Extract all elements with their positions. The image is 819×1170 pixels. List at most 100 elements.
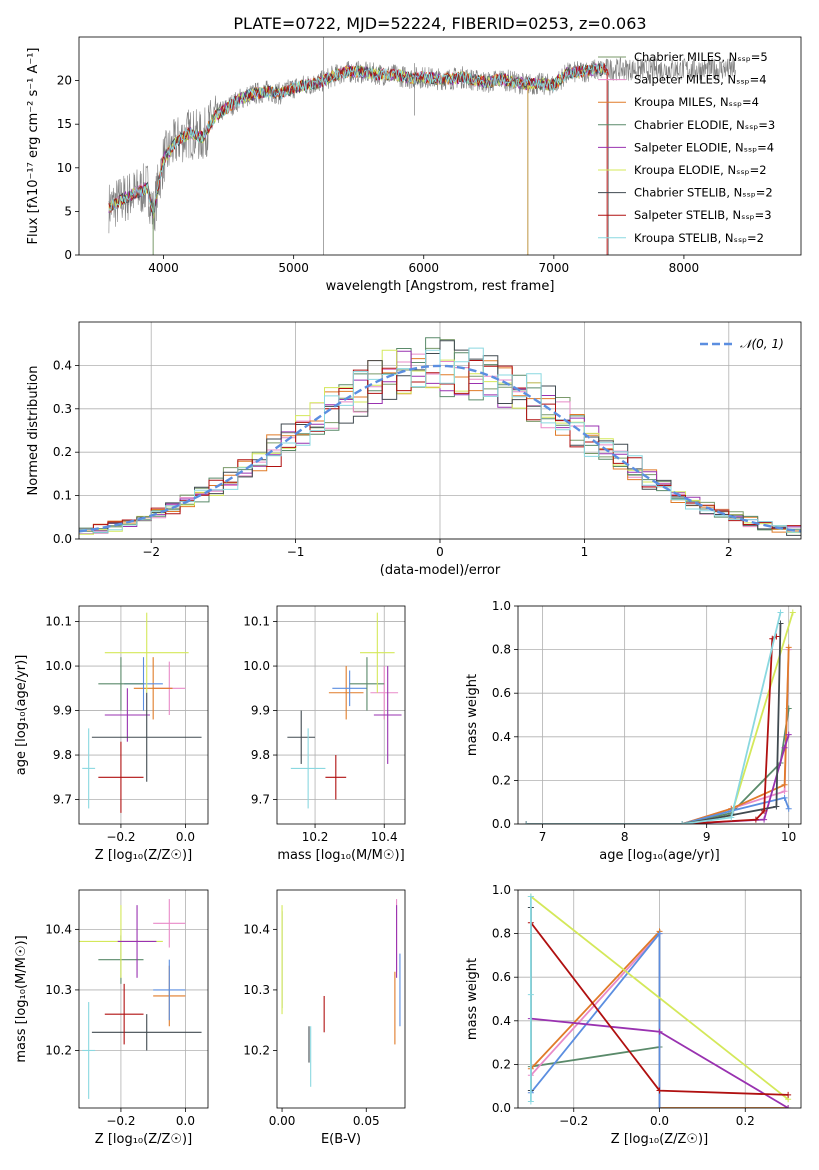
spectrum-panel: 4000 5000 6000 7000 8000 0 5 10 15 20 wavelength [… [26, 36, 802, 294]
weight-line [526, 734, 790, 824]
weight-marker [789, 609, 796, 616]
weight-marker [785, 1105, 792, 1108]
x-axis-label: wavelength [Angstrom, rest frame] [326, 279, 555, 294]
legend-label: Chabrier ELODIE, Nₛₛₚ=3 [634, 118, 775, 132]
y-tick-label: 0.2 [492, 773, 511, 787]
legend-label: Kroupa STELIB, Nₛₛₚ=2 [634, 231, 764, 245]
y-axis-label: mass weight [465, 674, 480, 756]
weight-line [526, 635, 777, 824]
x-tick-label: 0.0 [650, 1114, 669, 1128]
x-tick-label: 8000 [669, 261, 700, 275]
weight-marker [781, 781, 788, 788]
y-tick-label: 0 [64, 248, 72, 262]
y-tick-label: 10.3 [243, 983, 270, 997]
gaussian-curve [79, 364, 801, 533]
x-tick-label: 0.0 [176, 1114, 195, 1128]
legend-label: Salpeter STELIB, Nₛₛₚ=3 [634, 208, 772, 222]
weight-line [530, 932, 661, 1076]
weight-marker [785, 644, 792, 651]
x-tick-label: −0.2 [106, 830, 135, 844]
x-tick-label: −0.2 [559, 1114, 588, 1128]
weight-vs-Z-marks [527, 893, 792, 1108]
age-vs-Z-panel: −0.2 0.0 9.7 9.8 9.9 10.0 10.1 Z [log₁₀(Z/Z☉)] a… [14, 605, 209, 863]
weight-marker [728, 814, 735, 821]
axes-frame [276, 605, 406, 825]
y-tick-label: 1.0 [492, 883, 511, 897]
y-tick-label: 10.0 [45, 659, 72, 673]
y-tick-label: 0.4 [492, 1014, 511, 1028]
legend-label: Kroupa ELODIE, Nₛₛₚ=2 [634, 163, 767, 177]
weight-marker [656, 1087, 663, 1094]
y-tick-label: 0.0 [492, 817, 511, 831]
x-tick-label: 8 [621, 830, 629, 844]
weight-vs-age-marks [523, 609, 796, 824]
y-axis-label: mass weight [465, 958, 480, 1040]
x-axis-label: Z [log₁₀(Z/Z☉)] [95, 848, 192, 863]
x-tick-label: 4000 [148, 261, 179, 275]
weight-line [526, 623, 782, 824]
y-tick-label: 9.9 [53, 704, 72, 718]
weight-marker [679, 821, 686, 824]
y-tick-label: 0.0 [53, 532, 72, 546]
weight-marker [527, 991, 534, 998]
y-axis-label: Normed distribution [26, 366, 41, 496]
y-tick-label: 10.1 [45, 615, 72, 629]
x-tick-label: 10.4 [371, 830, 398, 844]
legend-label: Kroupa MILES, Nₛₛₚ=4 [634, 95, 759, 109]
weight-vs-Z-panel: −0.2 0.0 0.2 0.0 0.2 0.4 0.6 0.8 1.0 Z [log₁₀(Z/Z… [465, 883, 802, 1147]
y-tick-label: 0.2 [492, 1057, 511, 1071]
weight-marker [527, 1098, 534, 1105]
mass-vs-Z-marks [79, 899, 202, 1099]
weight-line [526, 647, 790, 824]
x-tick-label: 0 [436, 545, 444, 559]
weight-line [530, 895, 789, 1101]
x-axis-label: E(B-V) [321, 1132, 361, 1147]
mass-vs-EBV-marks [281, 899, 401, 1087]
x-tick-label: 6000 [408, 261, 439, 275]
mass-vs-Z-panel: −0.2 0.0 10.2 10.3 10.4 Z [log₁₀(Z/Z☉)] mass [… [14, 889, 209, 1147]
weight-vs-age-panel: 7 8 9 10 0.0 0.2 0.4 0.6 0.8 1.0 age [log₁₀(age/yr… [465, 599, 802, 863]
spectrum-marks [108, 37, 736, 255]
weight-marker [781, 744, 788, 751]
y-tick-label: 10.2 [243, 1043, 270, 1057]
spectrum-legend: Chabrier MILES, Nₛₛₚ=5 Salpeter MILES, Nₛ… [598, 50, 775, 245]
x-tick-label: 7 [539, 830, 547, 844]
y-tick-label: 10.1 [243, 615, 270, 629]
legend-label: 𝒩(0, 1) [740, 337, 784, 351]
weight-marker [656, 1105, 663, 1108]
y-tick-label: 0.3 [53, 402, 72, 416]
x-tick-label: 9 [703, 830, 711, 844]
age-vs-Z-marks [82, 612, 202, 813]
y-tick-label: 10.4 [243, 922, 270, 936]
age-vs-mass-marks [287, 612, 402, 809]
x-tick-label: 5000 [278, 261, 309, 275]
y-tick-label: 10.3 [45, 983, 72, 997]
y-tick-label: 1.0 [492, 599, 511, 613]
axes-frame [517, 605, 802, 825]
y-tick-label: 0.0 [492, 1101, 511, 1115]
x-tick-label: 7000 [539, 261, 570, 275]
y-tick-label: 5 [64, 204, 72, 218]
weight-marker [523, 821, 530, 824]
x-tick-label: 2 [725, 545, 733, 559]
weight-marker [785, 805, 792, 812]
y-tick-label: 9.8 [251, 748, 270, 762]
histogram-step [79, 340, 801, 536]
y-tick-label: 0.2 [53, 445, 72, 459]
y-axis-label: age [log₁₀(age/yr)] [14, 655, 29, 776]
x-tick-label: −0.2 [106, 1114, 135, 1128]
x-axis-label: (data-model)/error [380, 563, 501, 578]
weight-marker [656, 930, 663, 937]
legend-label: Chabrier MILES, Nₛₛₚ=5 [634, 50, 768, 64]
weight-marker [785, 1091, 792, 1098]
y-tick-label: 0.4 [492, 730, 511, 744]
x-axis-label: Z [log₁₀(Z/Z☉)] [611, 1132, 708, 1147]
x-tick-label: 0.0 [176, 830, 195, 844]
weight-marker [773, 803, 780, 810]
x-tick-label: 0.05 [353, 1114, 380, 1128]
y-tick-label: 20 [57, 74, 72, 88]
model-line [108, 63, 607, 214]
weight-line [530, 1046, 660, 1068]
